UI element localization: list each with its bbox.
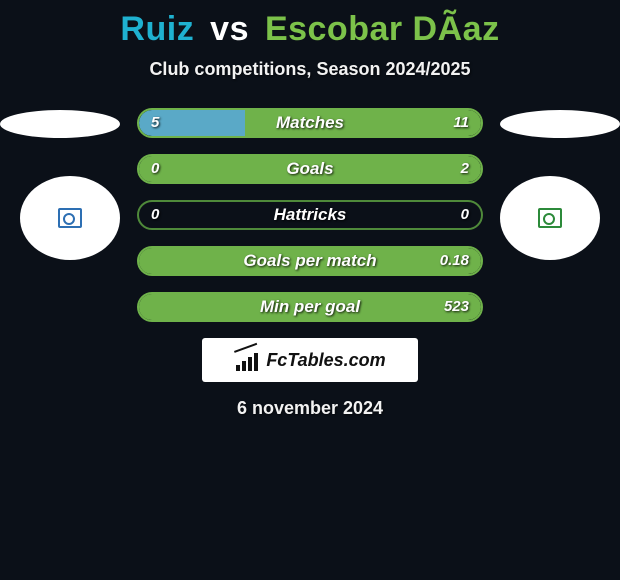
comparison-stage: Matches511Goals02Hattricks00Goals per ma…: [0, 108, 620, 322]
bar-fill-right: [139, 248, 481, 274]
bar-chart-icon: [234, 349, 260, 371]
bar-value-left: 5: [151, 110, 159, 136]
bar-value-right: 11: [453, 110, 469, 136]
page-title: Ruiz vs Escobar DÃ­az: [0, 0, 620, 49]
player1-avatar: [20, 176, 120, 260]
brand-text: FcTables.com: [266, 350, 385, 371]
stat-bar-row: Hattricks0 0: [137, 200, 483, 230]
bar-fill-right: [139, 156, 481, 182]
bar-value-right: 2: [461, 156, 469, 182]
stat-bar-row: Goals02: [137, 154, 483, 184]
player2-avatar: [500, 176, 600, 260]
subtitle: Club competitions, Season 2024/2025: [0, 59, 620, 80]
stat-bar-row: Matches511: [137, 108, 483, 138]
bar-label: Hattricks: [139, 202, 481, 228]
stat-bar-row: Min per goal523: [137, 292, 483, 322]
right-ellipse-shape: [500, 110, 620, 138]
bar-fill-right: [245, 110, 481, 136]
title-player1: Ruiz: [120, 10, 194, 48]
bar-fill-right: [139, 294, 481, 320]
stat-bar-row: Goals per match0.18: [137, 246, 483, 276]
bar-value-right: 0: [461, 202, 469, 228]
stat-bars: Matches511Goals02Hattricks00Goals per ma…: [137, 108, 483, 322]
placeholder-image-icon: [58, 208, 82, 228]
bar-value-right: 523: [444, 294, 469, 320]
bar-value-right: 0.18: [440, 248, 469, 274]
bar-value-left: 0: [151, 202, 159, 228]
bar-value-left: 0: [151, 156, 159, 182]
left-ellipse-shape: [0, 110, 120, 138]
title-player2: Escobar DÃ­az: [265, 10, 500, 48]
title-vs: vs: [210, 10, 249, 48]
date-text: 6 november 2024: [0, 398, 620, 419]
brand-box: FcTables.com: [202, 338, 418, 382]
placeholder-image-icon: [538, 208, 562, 228]
